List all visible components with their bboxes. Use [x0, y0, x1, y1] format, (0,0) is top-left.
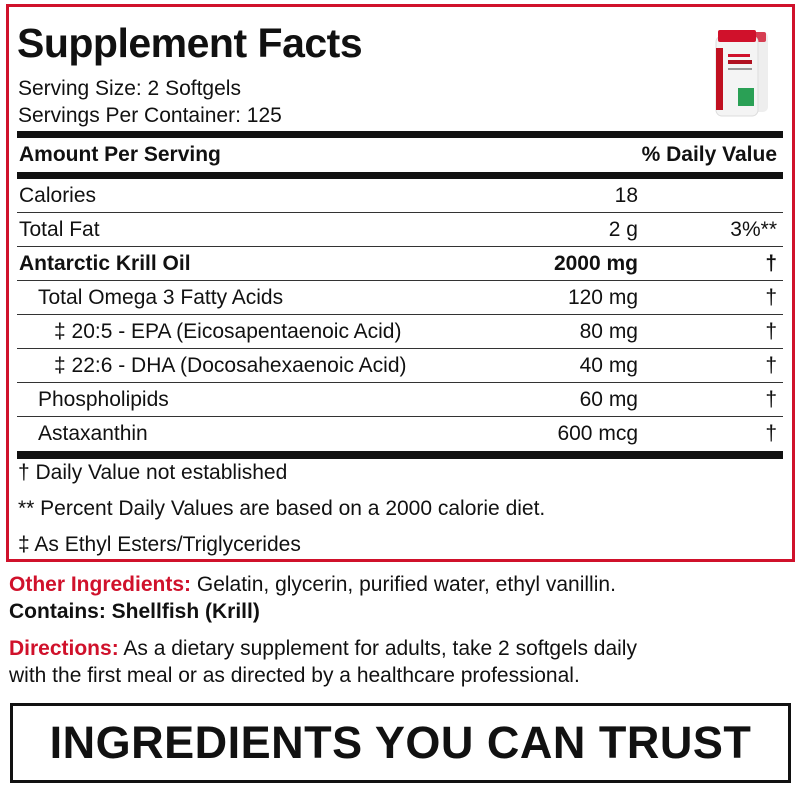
trust-banner: INGREDIENTS YOU CAN TRUST: [10, 703, 791, 783]
row-label: Astaxanthin: [38, 422, 148, 445]
other-ingredients: Other Ingredients: Gelatin, glycerin, pu…: [9, 573, 616, 597]
table-header: Amount Per Serving % Daily Value: [17, 138, 783, 172]
directions-label: Directions:: [9, 637, 119, 660]
table-row: Astaxanthin 600 mcg †: [17, 417, 783, 451]
page-title: Supplement Facts: [17, 20, 363, 66]
other-ingredients-label: Other Ingredients:: [9, 573, 192, 596]
thick-divider: [17, 172, 783, 179]
row-amount: 600 mcg: [557, 422, 638, 445]
product-bottle-image: [715, 30, 768, 117]
header-amount-per-serving: Amount Per Serving: [19, 143, 221, 166]
supplement-facts-frame: [6, 4, 795, 562]
row-label: Total Omega 3 Fatty Acids: [38, 286, 284, 309]
other-ingredients-text: Gelatin, glycerin, purified water, ethyl…: [191, 573, 616, 596]
servings-per-container: Servings Per Container: 125: [18, 104, 282, 127]
table-row: Calories 18: [17, 179, 783, 213]
thick-divider: [17, 451, 783, 459]
table-row: ‡ 22:6 - DHA (Docosahexaenoic Acid) 40 mg…: [17, 349, 783, 383]
table-row: Total Omega 3 Fatty Acids 120 mg †: [17, 281, 783, 315]
row-dv: 3%**: [730, 218, 777, 241]
row-dv: †: [765, 354, 777, 377]
row-dv: †: [765, 286, 777, 309]
directions: Directions: As a dietary supplement for …: [9, 637, 637, 661]
row-label: Antarctic Krill Oil: [19, 252, 191, 275]
row-label: Calories: [19, 184, 97, 207]
row-amount: 2000 mg: [553, 252, 638, 275]
row-dv: †: [765, 320, 777, 343]
row-amount: 18: [614, 184, 638, 207]
footnote-dagger: † Daily Value not established: [18, 461, 288, 484]
directions-text-line2: with the first meal or as directed by a …: [9, 664, 580, 687]
row-label: ‡ 20:5 - EPA (Eicosapentaenoic Acid): [54, 320, 402, 343]
header-daily-value: % Daily Value: [641, 143, 777, 166]
nutrition-table: Amount Per Serving % Daily Value Calorie…: [17, 131, 783, 459]
row-label: Phospholipids: [38, 388, 169, 411]
row-dv: †: [765, 388, 777, 411]
row-dv: †: [765, 252, 777, 275]
row-amount: 120 mg: [567, 286, 638, 309]
allergen-contains: Contains: Shellfish (Krill): [9, 600, 260, 623]
directions-text-line1: As a dietary supplement for adults, take…: [118, 637, 637, 660]
row-label: Total Fat: [19, 218, 100, 241]
table-row: Antarctic Krill Oil 2000 mg †: [17, 247, 783, 281]
table-row: Phospholipids 60 mg †: [17, 383, 783, 417]
serving-size: Serving Size: 2 Softgels: [18, 77, 241, 100]
footnote-double-dagger: ‡ As Ethyl Esters/Triglycerides: [18, 533, 301, 556]
row-amount: 60 mg: [579, 388, 638, 411]
row-dv: †: [765, 422, 777, 445]
table-row: ‡ 20:5 - EPA (Eicosapentaenoic Acid) 80 m…: [17, 315, 783, 349]
row-amount: 2 g: [608, 218, 638, 241]
row-amount: 80 mg: [579, 320, 638, 343]
row-label: ‡ 22:6 - DHA (Docosahexaenoic Acid): [54, 354, 407, 377]
footnote-percent: ** Percent Daily Values are based on a 2…: [18, 497, 546, 520]
thick-divider: [17, 131, 783, 138]
table-row: Total Fat 2 g 3%**: [17, 213, 783, 247]
row-amount: 40 mg: [579, 354, 638, 377]
